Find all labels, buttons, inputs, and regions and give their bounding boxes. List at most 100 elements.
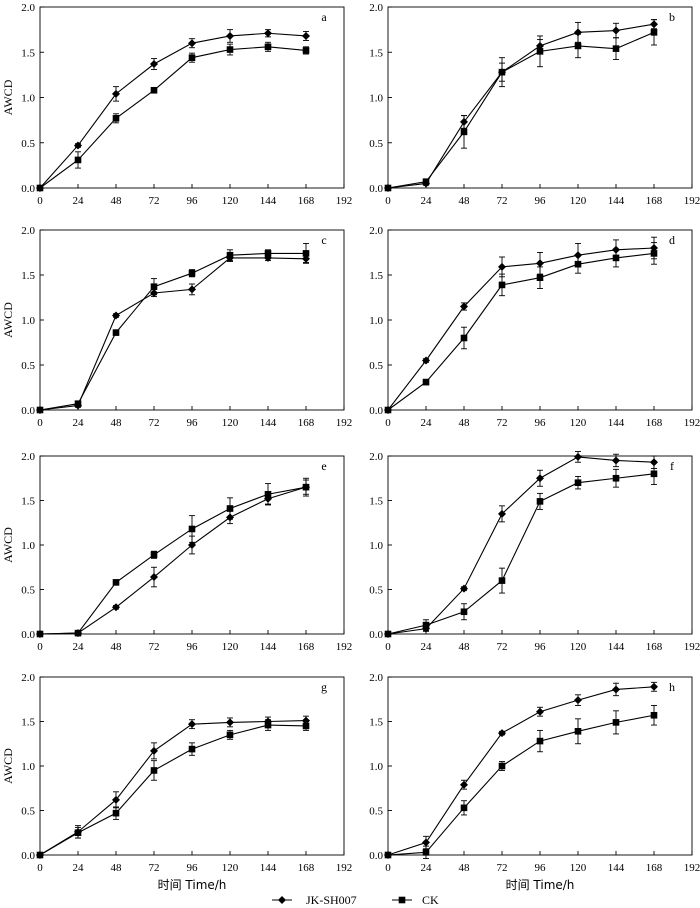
y-tick-label: 0.0 [21,183,35,195]
data-point [302,722,310,730]
chart-panel-a: 0.0 0.5 1.0 1.5 2.0 0 24 48 72 96 120 144 168 192 a AWC… [1,2,352,207]
data-point [36,630,44,638]
x-tick-label: 72 [497,862,508,874]
data-point [650,470,658,478]
data-point [188,745,196,753]
y-tick-label: 0.0 [21,850,35,862]
data-point [422,621,430,629]
series-ck [36,243,310,414]
data-point [150,573,158,582]
x-tick-label: 72 [149,417,160,429]
x-tick-label: 120 [222,417,239,429]
series-line [387,252,655,411]
data-point [422,356,430,365]
data-point [150,283,158,290]
series-jk-sh007 [36,29,310,192]
x-tick-label: 96 [535,862,547,874]
x-tick-label: 168 [646,195,663,207]
x-tick-label: 24 [421,641,433,653]
series-line [387,473,655,635]
data-point [150,60,158,69]
data-point [612,26,620,35]
data-point [188,720,196,729]
y-tick-label: 0.5 [21,138,35,150]
y-tick-label: 1.5 [21,270,35,282]
x-tick-label: 0 [385,862,391,874]
data-point [112,603,120,612]
x-tick-label: 72 [149,862,160,874]
data-point [188,54,196,61]
x-tick-label: 48 [111,641,123,653]
x-tick-label: 24 [73,195,85,207]
data-point [264,43,272,51]
x-tick-label: 0 [37,195,43,207]
chart-panel-d: 0.0 0.5 1.0 1.5 2.0 0 24 48 72 96 120 144 168 192 d [369,225,700,429]
series-ck [36,41,310,192]
legend-item-ck: CK [392,893,439,907]
x-tick-label: 168 [646,862,663,874]
x-tick-label: 168 [646,417,663,429]
x-tick-label: 24 [73,417,85,429]
data-point [612,474,620,482]
data-point [226,251,234,259]
panel-label: d [669,233,675,247]
x-tick-label: 168 [298,862,315,874]
y-tick-label: 1.0 [369,540,383,552]
x-tick-label: 120 [222,641,239,653]
y-tick-label: 1.0 [21,93,35,105]
plot-frame [39,6,345,189]
series-ck [36,477,310,638]
data-point [574,260,582,268]
data-point [384,184,392,192]
data-point [460,608,468,616]
legend-label: JK-SH007 [306,893,357,907]
data-point [612,719,620,726]
x-tick-label: 168 [298,417,315,429]
x-tick-label: 192 [684,862,700,874]
y-tick-label: 2.0 [369,451,383,463]
data-point [150,86,158,94]
x-tick-label: 144 [608,862,625,874]
y-tick-label: 0.5 [21,360,35,372]
chart-panel-e: 0.0 0.5 1.0 1.5 2.0 0 24 48 72 96 120 144 168 192 e AWC… [1,451,352,653]
x-tick-label: 144 [608,417,625,429]
x-tick-label: 48 [459,417,471,429]
data-point [536,259,544,268]
data-point [650,29,658,36]
x-tick-label: 144 [260,417,277,429]
series-jk-sh007 [384,236,658,414]
x-tick-label: 144 [260,195,277,207]
series-ck [384,705,658,860]
data-point [36,184,44,192]
data-point [384,630,392,638]
data-point [498,577,506,584]
plot-frame [387,6,693,189]
x-tick-label: 144 [608,195,625,207]
x-tick-label: 72 [149,641,160,653]
y-tick-label: 1.0 [21,761,35,773]
series-line [39,46,307,189]
x-tick-label: 120 [570,417,587,429]
y-tick-label: 0.0 [369,629,383,641]
x-tick-label: 0 [385,641,391,653]
data-point [460,584,468,593]
x-tick-label: 96 [187,641,199,653]
series-jk-sh007 [36,715,310,859]
data-point [460,780,468,789]
chart-panel-f: 0.0 0.5 1.0 1.5 2.0 0 24 48 72 96 120 144 168 192 f [369,451,700,653]
data-point [422,838,430,847]
data-point [498,262,506,271]
data-point [188,541,196,549]
data-point [226,505,234,512]
x-tick-label: 24 [421,417,433,429]
data-point [422,178,430,185]
y-tick-label: 1.5 [21,717,35,729]
x-tick-label: 96 [535,195,547,207]
data-point [612,45,620,52]
data-point [36,406,44,414]
x-tick-label: 192 [336,641,353,653]
x-tick-label: 192 [684,417,700,429]
y-tick-label: 0.0 [21,405,35,417]
data-point [112,795,120,804]
panel-label: e [321,459,326,473]
